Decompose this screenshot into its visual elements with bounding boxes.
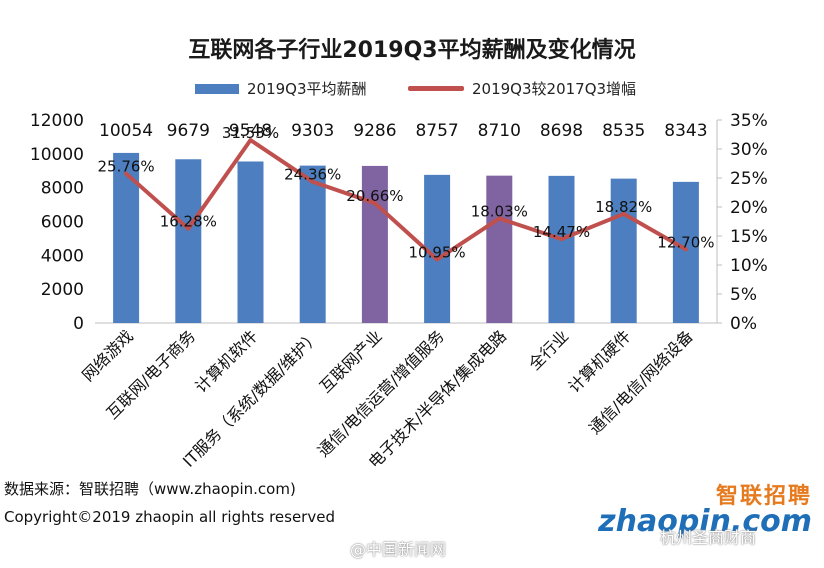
line-value-label: 10.95% [408,243,465,261]
chart-title: 互联网各子行业2019Q3平均薪酬及变化情况 [188,38,636,63]
line-value-label: 31.53% [222,124,279,142]
bar-value-label: 9679 [167,121,210,141]
line-value-label: 20.66% [346,187,403,205]
line-value-label: 25.76% [97,158,154,176]
line-point [435,257,440,262]
bar [361,165,388,323]
legend-item-line: 2019Q3较2017Q3增幅 [408,78,636,99]
bar-value-label: 8343 [664,121,707,141]
bar-value-label: 8698 [540,121,583,141]
bar [175,159,202,323]
bar [424,174,451,323]
growth-line [124,138,687,262]
bar [548,175,575,323]
legend-label-bar: 2019Q3平均薪酬 [247,80,367,98]
line-value-label: 12.70% [657,233,714,251]
y-axis-left-tick-label: 12000 [30,111,84,131]
line-point [248,138,253,143]
x-axis-category-label: 全行业 [525,326,572,373]
y-axis-right-tick-label: 35% [730,111,768,131]
line-value-label: 18.03% [471,202,528,220]
y-axis-left-tick-label: 10000 [30,145,84,165]
legend-swatch-bar [195,83,239,94]
legend-swatch-line [408,86,464,91]
y-axis-right-tick-label: 25% [730,169,768,189]
bar [610,178,637,323]
bar-value-label: 9548 [229,121,272,141]
y-axis-left-tick-label: 0 [73,314,84,334]
bar-value-label: 8757 [415,121,458,141]
bar-value-label: 9286 [353,121,396,141]
copyright-note: Copyright©2019 zhaopin all rights reserv… [4,508,335,526]
bar-value-label: 8535 [602,121,645,141]
legend-label-line: 2019Q3较2017Q3增幅 [472,80,637,98]
line-point [621,211,626,216]
line-value-label: 18.82% [595,198,652,216]
bar [113,152,140,323]
line-value-label: 24.36% [284,166,341,184]
x-axis-category-label: 网络游戏 [78,326,137,385]
bar-value-label: 9303 [291,121,334,141]
watermark-left: @中国新闻网 [350,540,447,559]
data-source-note: 数据来源：智联招聘（www.zhaopin.com) [4,480,296,498]
y-axis-right-tick-label: 10% [730,256,768,276]
y-axis-right-tick-label: 5% [730,285,757,305]
line-point [683,247,688,252]
y-axis-left-tick-label: 6000 [41,213,84,233]
brand-logo-en: zhaopin.com [598,504,812,539]
bar-value-label: 8710 [478,121,521,141]
line-point [310,179,315,184]
brand-logo: 智联招聘 zhaopin.com [598,478,812,539]
x-axis-category-label: 通信/电信运营/增值服务 [314,326,448,460]
line-value-label: 16.28% [160,213,217,231]
line-point [186,226,191,231]
x-axis-category-label: 通信/电信/网络设备 [585,326,697,438]
line-value-label: 14.47% [533,223,590,241]
line-point [124,171,129,176]
y-axis-left-tick-label: 4000 [41,246,84,266]
bar [486,175,513,323]
legend-item-bar: 2019Q3平均薪酬 [195,78,367,99]
y-axis-right-tick-label: 0% [730,314,757,334]
bar [672,181,699,323]
brand-logo-cn: 智联招聘 [715,484,812,509]
line-point [372,201,377,206]
y-axis-left-tick-label: 2000 [41,280,84,300]
bar [237,161,264,323]
y-axis-right-tick-label: 20% [730,198,768,218]
bar [299,165,326,323]
line-point [497,216,502,221]
watermark-right: 杭州圣商财商 [660,528,757,547]
y-axis-right-tick-label: 30% [730,140,768,160]
bar-value-label: 10054 [99,121,153,141]
y-axis-left-tick-label: 8000 [41,179,84,199]
line-point [559,237,564,242]
y-axis-right-tick-label: 15% [730,227,768,247]
